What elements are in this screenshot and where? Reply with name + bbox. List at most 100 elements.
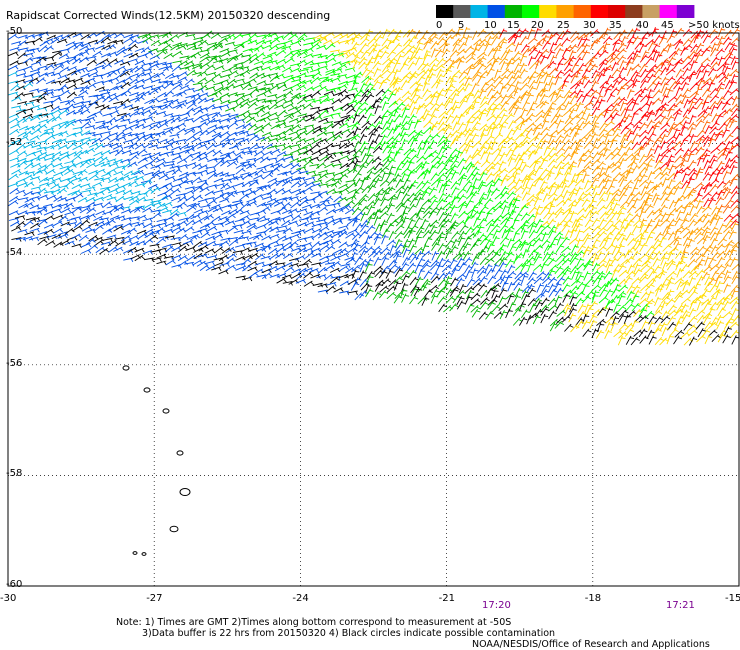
wind-barb: [88, 142, 100, 148]
wind-barb: [728, 43, 738, 52]
wind-barb: [415, 164, 425, 173]
wind-barb: [225, 83, 236, 90]
wind-barb: [562, 139, 572, 148]
wind-barb: [456, 59, 465, 69]
wind-barb: [540, 71, 550, 80]
wind-barb: [157, 92, 168, 98]
wind-barb: [452, 38, 462, 47]
wind-barb: [715, 196, 725, 206]
wind-barb: [228, 145, 240, 150]
wind-barb: [603, 251, 613, 261]
wind-barb: [120, 112, 132, 118]
wind-barb: [568, 237, 579, 245]
wind-barb: [396, 54, 404, 64]
wind-barb: [24, 40, 35, 46]
wind-barb: [617, 205, 627, 215]
wind-barb: [92, 50, 103, 57]
wind-barb: [591, 69, 600, 79]
wind-barb: [640, 74, 651, 83]
wind-barb: [170, 188, 181, 195]
wind-barb: [652, 124, 660, 134]
wind-barb: [330, 267, 341, 273]
wind-barb: [288, 262, 300, 268]
wind-barb: [386, 291, 397, 300]
wind-barb: [338, 173, 349, 181]
colorbar-swatch: [556, 5, 574, 18]
wind-barb: [590, 40, 599, 50]
wind-barb: [484, 263, 493, 273]
wind-barb: [233, 62, 244, 67]
wind-barb: [143, 222, 154, 229]
wind-barb: [501, 81, 511, 90]
wind-barb: [381, 101, 390, 111]
wind-barb: [387, 127, 397, 137]
wind-barb: [564, 101, 573, 111]
wind-barb: [662, 243, 672, 252]
wind-barb: [317, 221, 328, 227]
wind-barb: [283, 39, 294, 45]
wind-barb: [500, 94, 510, 104]
wind-barb: [221, 140, 232, 148]
wind-barb: [564, 306, 572, 317]
wind-barb: [539, 100, 550, 109]
wind-barb: [120, 118, 131, 124]
wind-barb: [332, 248, 344, 255]
wind-barb: [437, 88, 447, 97]
wind-barb: [675, 68, 685, 78]
wind-barb: [128, 154, 139, 162]
wind-barb: [688, 70, 698, 79]
wind-barb: [682, 38, 692, 47]
wind-barb: [262, 44, 273, 50]
wind-barb: [393, 150, 401, 161]
wind-barb: [521, 100, 530, 111]
wind-barb: [177, 76, 188, 82]
wind-barb: [274, 73, 285, 79]
wind-barb: [450, 267, 460, 277]
wind-barb: [701, 100, 710, 110]
wind-barb: [8, 173, 19, 181]
wind-barb: [234, 92, 245, 98]
wind-barb: [204, 220, 215, 228]
wind-barb: [303, 42, 314, 47]
wind-barb: [464, 34, 473, 45]
wind-barb: [57, 74, 68, 80]
wind-barb: [9, 195, 20, 203]
wind-barb: [561, 79, 569, 90]
wind-barb: [514, 42, 522, 52]
wind-barb: [556, 253, 566, 262]
wind-barb: [107, 39, 118, 45]
wind-barb: [115, 195, 126, 203]
wind-barb: [305, 176, 316, 182]
wind-barb: [729, 176, 738, 187]
wind-barb: [260, 206, 271, 213]
wind-barb: [129, 105, 140, 111]
wind-barb: [597, 98, 606, 109]
wind-barb: [385, 269, 394, 279]
wind-barb: [702, 248, 711, 258]
wind-barb: [260, 116, 271, 122]
wind-barb: [17, 61, 28, 66]
wind-barb: [102, 95, 113, 103]
wind-barb: [211, 90, 223, 96]
wind-barb: [245, 190, 257, 197]
wind-barb: [169, 98, 180, 105]
wind-barb: [626, 66, 635, 77]
wind-barb: [176, 220, 188, 227]
wind-barb: [24, 101, 35, 107]
wind-barb: [347, 246, 358, 254]
wind-barb: [416, 35, 427, 44]
wind-barb: [492, 47, 501, 58]
wind-barb: [477, 74, 486, 84]
wind-barb: [11, 105, 22, 111]
wind-barb: [224, 192, 235, 200]
wind-barb: [227, 49, 238, 55]
wind-barb: [563, 73, 573, 83]
wind-barb: [519, 316, 528, 326]
wind-barb: [164, 72, 176, 79]
wind-barb: [373, 235, 382, 245]
wind-barb: [81, 242, 92, 248]
wind-barb: [575, 290, 586, 299]
wind-barb: [422, 53, 431, 63]
wind-barb: [235, 244, 246, 249]
wind-barb: [423, 40, 432, 50]
